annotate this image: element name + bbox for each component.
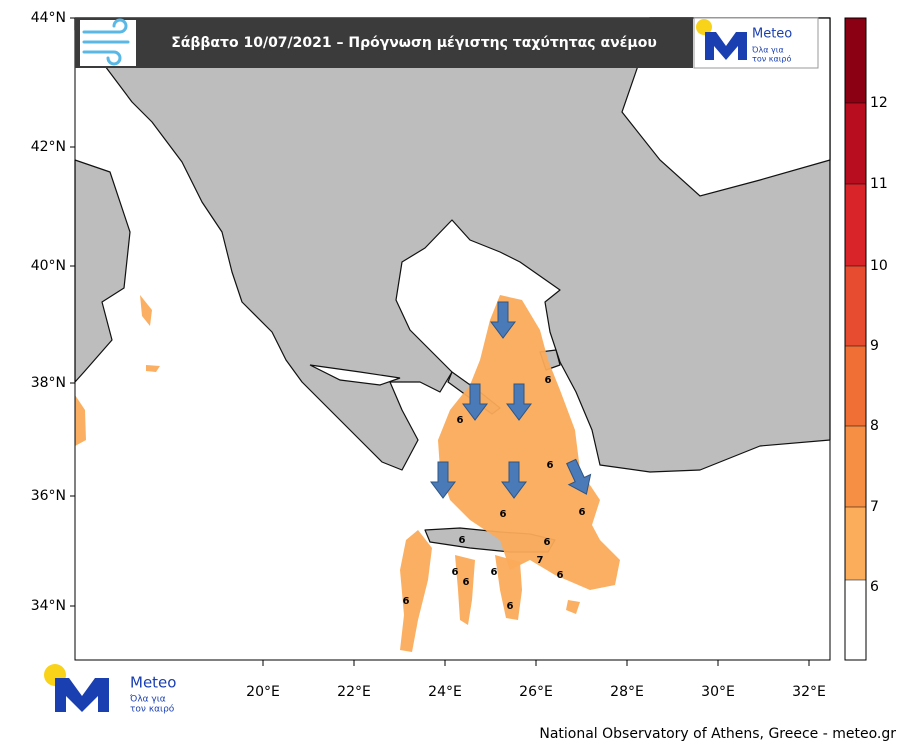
wind-icon (82, 18, 130, 66)
contour-label: 6 (544, 537, 551, 548)
colorbar-label: 7 (870, 499, 879, 515)
lon-label: 28°E (610, 684, 644, 700)
contour-label: 6 (491, 567, 498, 578)
colorbar-band (845, 184, 866, 266)
colorbar-band (845, 507, 866, 580)
wind-area (75, 395, 86, 446)
wind-area (400, 530, 432, 652)
logo-sun (696, 19, 712, 35)
wind-arrow (430, 461, 456, 499)
bottom-logo: Meteo Όλα για τον καιρό (44, 664, 176, 715)
logo-tagline: τον καιρό (130, 704, 175, 715)
wind-area (146, 365, 160, 372)
lat-label: 36°N (31, 488, 66, 504)
header-title: Σάββατο 10/07/2021 – Πρόγνωση μέγιστης τ… (171, 35, 657, 51)
wind-area (495, 555, 522, 620)
contour-label: 6 (557, 570, 564, 581)
wind-arrow (490, 301, 516, 339)
logo-name: Meteo (130, 674, 176, 692)
lon-label: 20°E (246, 684, 280, 700)
colorbar-label: 6 (870, 579, 879, 595)
land-italy (74, 159, 131, 383)
wind-area (140, 295, 152, 326)
lat-label: 40°N (31, 258, 66, 274)
logo-name: Meteo (752, 27, 792, 42)
lat-label: 38°N (31, 375, 66, 391)
header: Σάββατο 10/07/2021 – Πρόγνωση μέγιστης τ… (75, 17, 819, 69)
contour-label: 6 (452, 567, 459, 578)
footer-credit: National Observatory of Athens, Greece -… (539, 726, 896, 742)
contour-label: 6 (463, 577, 470, 588)
logo-tagline: τον καιρό (752, 54, 791, 64)
logo-tagline: Όλα για (751, 45, 784, 55)
contour-label: 6 (403, 596, 410, 607)
wind-arrow (566, 458, 592, 495)
lon-label: 24°E (428, 684, 462, 700)
colorbar-band (845, 18, 866, 103)
wind-area (455, 555, 475, 625)
lon-label: 32°E (792, 684, 826, 700)
colorbar-label: 9 (870, 338, 879, 354)
lon-label: 22°E (337, 684, 371, 700)
wind-area (438, 295, 620, 590)
map: 6 6 6 6 6 6 6 6 6 7 6 6 6 6 (74, 17, 831, 661)
colorbar-band (845, 346, 866, 426)
logo-tagline: Όλα για (129, 694, 166, 705)
colorbar-frame (844, 17, 867, 661)
colorbar-label: 11 (870, 176, 888, 192)
colorbar-band (845, 103, 866, 184)
lon-label: 26°E (519, 684, 553, 700)
colorbar-label: 10 (870, 258, 888, 274)
logo-mark (705, 32, 747, 60)
contour-label: 6 (579, 507, 586, 518)
colorbar-label: 12 (870, 95, 888, 111)
gulf (309, 364, 401, 386)
contour-label: 6 (547, 460, 554, 471)
colorbar-band (845, 580, 866, 660)
lat-label: 42°N (31, 139, 66, 155)
wind-arrows (430, 301, 592, 499)
colorbar: 12 11 10 9 8 7 6 (844, 17, 888, 661)
logo-mark (55, 678, 109, 712)
colorbar-band (845, 266, 866, 346)
lat-label: 34°N (31, 598, 66, 614)
contour-label: 6 (459, 535, 466, 546)
lat-label: 44°N (31, 10, 66, 26)
contour-label: 6 (457, 415, 464, 426)
wind-arrow (506, 383, 532, 421)
contour-label: 7 (537, 555, 544, 566)
colorbar-band (845, 426, 866, 507)
contour-label: 6 (507, 601, 514, 612)
lon-label: 30°E (701, 684, 735, 700)
axes: 44°N 42°N 40°N 38°N 36°N 34°N 20°E 22°E 24°E 26°E… (31, 10, 826, 700)
contour-label: 6 (500, 509, 507, 520)
wind-arrow (501, 461, 527, 499)
header-bar (75, 18, 693, 68)
wind-area (566, 600, 580, 614)
wind-arrow (462, 383, 488, 421)
colorbar-label: 8 (870, 418, 879, 434)
contour-label: 6 (545, 375, 552, 386)
